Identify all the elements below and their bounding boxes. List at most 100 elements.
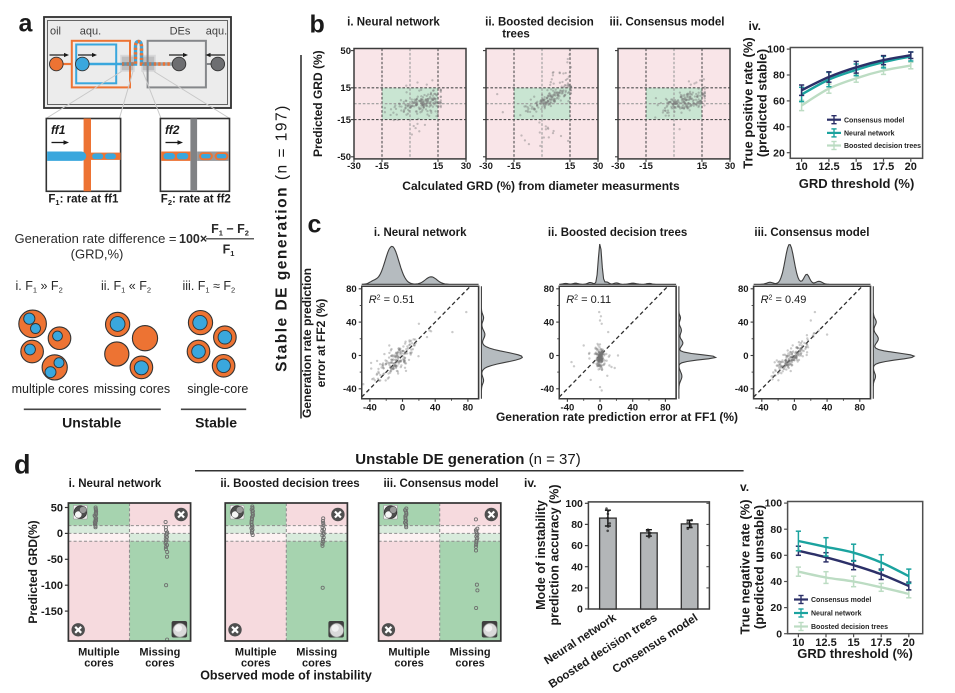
svg-text:-40: -40	[755, 403, 769, 414]
svg-text:80: 80	[855, 403, 866, 414]
svg-text:10: 10	[795, 161, 807, 173]
svg-text:trees: trees	[502, 29, 530, 41]
svg-text:ff2: ff2	[165, 123, 180, 137]
svg-text:-30: -30	[347, 161, 361, 172]
svg-text:aqu.: aqu.	[80, 26, 101, 38]
svg-text:-15: -15	[375, 161, 389, 172]
svg-text:80: 80	[346, 284, 357, 295]
svg-text:0: 0	[351, 351, 356, 362]
svg-text:Boosted decision trees: Boosted decision trees	[844, 143, 921, 150]
svg-text:Consensus model: Consensus model	[844, 117, 904, 124]
svg-text:0: 0	[776, 628, 782, 640]
svg-text:15: 15	[697, 161, 708, 172]
svg-text:Stable: Stable	[195, 415, 237, 431]
svg-text:(predicted stable): (predicted stable)	[755, 49, 770, 157]
svg-text:cores: cores	[455, 658, 484, 670]
svg-text:iii. F1 ≈ F2: iii. F1 ≈ F2	[183, 279, 236, 295]
svg-text:GRD threshold (%): GRD threshold (%)	[799, 176, 915, 191]
svg-text:cores: cores	[241, 658, 270, 670]
svg-text:F1 − F2: F1 − F2	[211, 222, 249, 238]
svg-text:a: a	[19, 10, 34, 38]
svg-text:-50: -50	[337, 152, 351, 163]
svg-text:50: 50	[51, 502, 63, 514]
svg-text:-15: -15	[639, 161, 653, 172]
svg-text:iii. Consensus model: iii. Consensus model	[754, 227, 869, 239]
svg-text:i. Neural network: i. Neural network	[69, 478, 162, 490]
svg-text:(GRD,%): (GRD,%)	[71, 247, 124, 262]
svg-text:80: 80	[463, 403, 474, 414]
svg-text:F1: rate at ff1: F1: rate at ff1	[48, 194, 119, 208]
svg-text:d: d	[14, 450, 31, 480]
svg-text:100: 100	[767, 44, 785, 56]
svg-text:cores: cores	[84, 658, 113, 670]
svg-text:F2: rate at ff2: F2: rate at ff2	[161, 194, 231, 208]
svg-text:Missing: Missing	[296, 647, 337, 659]
svg-text:prediction accuracy (%): prediction accuracy (%)	[548, 484, 562, 625]
svg-text:0: 0	[400, 403, 405, 414]
svg-text:12.5: 12.5	[818, 161, 839, 173]
svg-text:Calculated GRD (%) from diamet: Calculated GRD (%) from diameter measurm…	[402, 179, 680, 193]
svg-text:Neural network: Neural network	[811, 611, 862, 618]
svg-text:20: 20	[905, 161, 917, 173]
svg-text:80: 80	[738, 284, 749, 295]
svg-text:-15: -15	[337, 115, 351, 126]
svg-text:True negative rate (%): True negative rate (%)	[738, 499, 753, 634]
svg-text:Multiple: Multiple	[78, 647, 120, 659]
svg-text:Missing: Missing	[139, 647, 180, 659]
svg-text:iii. Consensus model: iii. Consensus model	[383, 478, 498, 490]
svg-text:80: 80	[544, 284, 555, 295]
svg-text:80: 80	[571, 519, 583, 531]
svg-text:Consensus model: Consensus model	[811, 597, 871, 604]
svg-text:missing cores: missing cores	[94, 382, 170, 396]
svg-text:15: 15	[850, 161, 862, 173]
svg-text:Neural network: Neural network	[844, 131, 895, 138]
svg-text:-40: -40	[363, 403, 377, 414]
svg-text:40: 40	[773, 121, 785, 133]
svg-text:12.5: 12.5	[815, 637, 836, 649]
svg-text:40: 40	[346, 318, 357, 329]
svg-text:0: 0	[743, 351, 748, 362]
svg-text:R2 = 0.51: R2 = 0.51	[369, 294, 415, 306]
svg-text:iv.: iv.	[749, 19, 761, 33]
svg-text:-30: -30	[479, 161, 493, 172]
svg-text:Multiple: Multiple	[235, 647, 277, 659]
svg-text:Missing: Missing	[450, 647, 491, 659]
svg-text:80: 80	[773, 70, 785, 82]
svg-text:-15: -15	[507, 161, 521, 172]
svg-text:0: 0	[792, 403, 797, 414]
svg-text:30: 30	[725, 161, 736, 172]
svg-text:Predicted GRD(%): Predicted GRD(%)	[26, 520, 40, 623]
svg-text:ii. Boosted decision trees: ii. Boosted decision trees	[220, 478, 359, 490]
svg-text:100: 100	[765, 498, 783, 510]
svg-text:Boosted decision trees: Boosted decision trees	[811, 624, 888, 631]
svg-text:40: 40	[627, 403, 638, 414]
svg-text:Generation rate difference =: Generation rate difference =	[15, 231, 177, 246]
svg-text:0: 0	[549, 351, 554, 362]
svg-text:Generation rate prediction: Generation rate prediction	[300, 268, 314, 418]
svg-text:ii. F1 « F2: ii. F1 « F2	[101, 279, 151, 295]
svg-text:80: 80	[660, 403, 671, 414]
svg-text:-40: -40	[561, 403, 575, 414]
svg-text:v.: v.	[740, 480, 749, 494]
svg-text:R2 = 0.11: R2 = 0.11	[566, 294, 611, 306]
svg-text:oil: oil	[50, 26, 61, 38]
svg-text:10: 10	[792, 637, 804, 649]
svg-text:0: 0	[57, 528, 63, 540]
svg-text:Unstable: Unstable	[62, 415, 121, 431]
svg-text:Generation rate prediction err: Generation rate prediction error at FF1 …	[496, 410, 738, 424]
svg-text:60: 60	[571, 540, 583, 552]
svg-text:40: 40	[430, 403, 441, 414]
svg-text:-100: -100	[41, 580, 63, 592]
svg-text:ii. Boosted decision trees: ii. Boosted decision trees	[548, 227, 687, 239]
svg-text:0: 0	[577, 604, 583, 616]
svg-text:50: 50	[340, 46, 351, 57]
svg-text:cores: cores	[394, 658, 423, 670]
svg-text:cores: cores	[302, 658, 331, 670]
svg-text:GRD threshold (%): GRD threshold (%)	[797, 646, 913, 661]
svg-text:60: 60	[770, 550, 782, 562]
svg-text:single-core: single-core	[187, 382, 248, 396]
svg-text:i. F1 » F2: i. F1 » F2	[16, 279, 63, 295]
svg-text:20: 20	[773, 147, 785, 159]
svg-text:40: 40	[822, 403, 833, 414]
svg-text:error at FF2 (%): error at FF2 (%)	[314, 299, 328, 388]
